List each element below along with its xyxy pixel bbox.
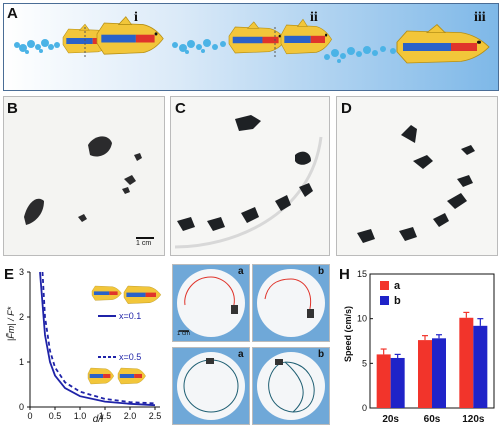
e-series-1 bbox=[39, 271, 156, 407]
e-xlabel: d/l bbox=[93, 414, 104, 425]
e-xtick-label: 2.0 bbox=[124, 411, 137, 421]
bubbles-i bbox=[14, 39, 60, 54]
legend-e: x=0.1 x=0.5 bbox=[98, 311, 141, 362]
h-bar-b-60s bbox=[432, 338, 446, 408]
e-ytick-label: 2 bbox=[19, 312, 24, 322]
h-bar-a-20s bbox=[376, 354, 391, 408]
h-bar-a-60s bbox=[418, 340, 432, 408]
e-xtick-label: 2.5 bbox=[149, 411, 162, 421]
legend-h-b: b bbox=[394, 295, 401, 307]
e-xtick-label: 0.5 bbox=[49, 411, 62, 421]
bubbles-ii bbox=[172, 39, 226, 54]
stage-iii-label: iii bbox=[474, 10, 486, 25]
h-ytick-label: 15 bbox=[357, 269, 367, 279]
h-ytick-label: 10 bbox=[357, 314, 367, 324]
panel-h-chart: Speed (cm/s) 0 5 10 15 20s 60s 120s a b bbox=[343, 269, 495, 425]
legend-h: a b bbox=[380, 280, 401, 307]
h-ytick-label: 0 bbox=[362, 403, 367, 413]
legend-e-dashed: x=0.5 bbox=[119, 352, 141, 362]
legend-h-a: a bbox=[394, 280, 401, 292]
h-ytick-label: 5 bbox=[362, 358, 367, 368]
panel-b-label: B bbox=[7, 100, 18, 117]
e-ytick-label: 3 bbox=[19, 267, 24, 277]
panel-g-a bbox=[172, 347, 250, 425]
e-xtick-label: 1.5 bbox=[99, 411, 112, 421]
stage-i-label: i bbox=[134, 10, 138, 25]
panel-d-label: D bbox=[341, 100, 352, 117]
g-b-sub: b bbox=[318, 349, 325, 360]
h-bar-a-120s bbox=[459, 317, 474, 408]
panel-f-b bbox=[252, 264, 330, 342]
h-bar-b-120s bbox=[473, 325, 488, 408]
e-xtick-label: 0 bbox=[27, 411, 32, 421]
e-series-2 bbox=[41, 271, 156, 405]
g-a-sub: a bbox=[238, 349, 244, 360]
panel-c-photo bbox=[170, 96, 330, 256]
legend-e-solid: x=0.1 bbox=[119, 311, 141, 321]
f-b-sub: b bbox=[318, 266, 325, 277]
panel-a-label: A bbox=[7, 5, 18, 22]
panel-d-photo bbox=[336, 96, 498, 256]
f-scale-label: 1 cm bbox=[177, 331, 191, 337]
panel-a-illustration bbox=[14, 16, 490, 64]
e-ytick-label: 0 bbox=[19, 402, 24, 412]
e-ylabel: |F̃m| / F* bbox=[5, 306, 16, 341]
panel-g-b bbox=[252, 347, 330, 425]
h-category-label: 20s bbox=[382, 414, 399, 425]
h-bar-b-20s bbox=[390, 357, 405, 408]
bubbles-iii bbox=[324, 46, 396, 63]
f-a-sub: a bbox=[238, 266, 244, 277]
scale-label-b: 1 cm bbox=[136, 240, 152, 247]
panel-b-photo bbox=[3, 96, 165, 256]
e-ytick-label: 1 bbox=[19, 357, 24, 367]
panel-f-a bbox=[172, 264, 250, 342]
panel-h-label: H bbox=[339, 266, 350, 283]
e-xtick-label: 1.0 bbox=[74, 411, 87, 421]
stage-ii-label: ii bbox=[310, 10, 318, 25]
panel-c-label: C bbox=[175, 100, 186, 117]
h-ylabel: Speed (cm/s) bbox=[343, 306, 353, 362]
h-category-label: 120s bbox=[462, 414, 485, 425]
panel-e-chart: |F̃m| / F* d/l 0 0.5 1.0 1.5 2.0 2.5 0 1 2 3 x=0.… bbox=[5, 267, 162, 425]
scale-bar-b bbox=[136, 237, 154, 239]
h-category-label: 60s bbox=[424, 414, 441, 425]
legend-fish-icons bbox=[87, 285, 162, 385]
panel-e-label: E bbox=[4, 266, 15, 283]
